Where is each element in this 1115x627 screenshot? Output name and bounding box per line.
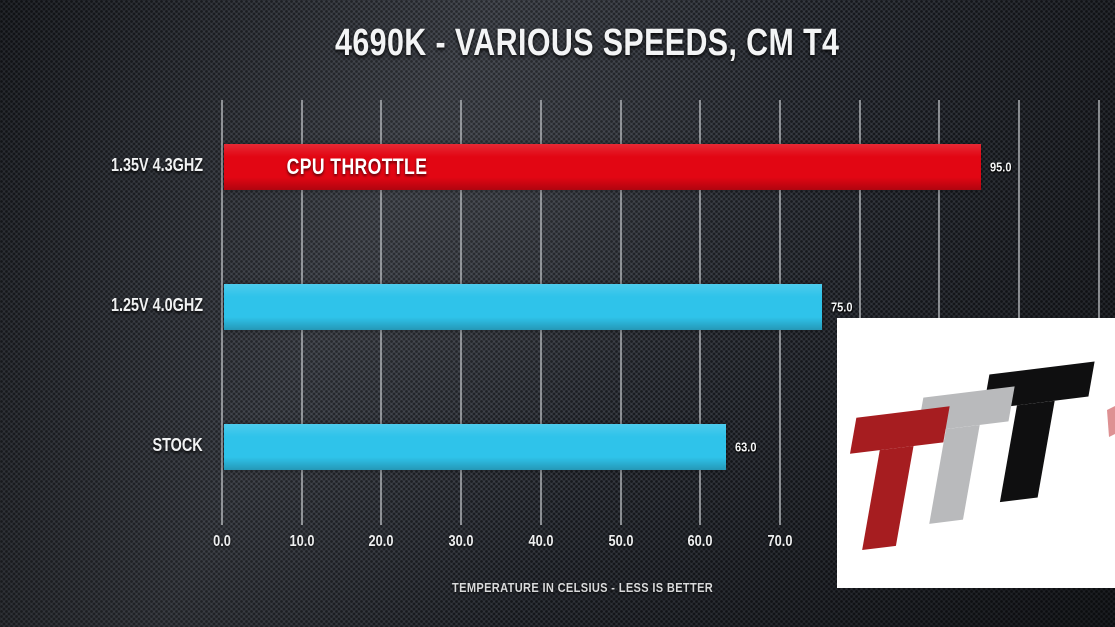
gridline-80 xyxy=(858,100,861,525)
x-tick-label-3: 30.0 xyxy=(449,533,492,551)
bar-1 xyxy=(224,284,822,330)
category-label-text: STOCK xyxy=(152,435,203,455)
x-tick-label-0: 0.0 xyxy=(213,533,244,551)
x-tick-label-text: 30.0 xyxy=(448,533,474,550)
category-label-0: 1.35V 4.3GHZ xyxy=(0,155,203,176)
logo-letter-gray xyxy=(917,386,1015,524)
x-tick-label-5: 50.0 xyxy=(608,533,652,551)
logo-letter-black xyxy=(983,361,1095,503)
tweaktown-logo xyxy=(837,318,1115,588)
category-axis: 1.35V 4.3GHZ 1.25V 4.0GHZ STOCK xyxy=(0,100,203,527)
chart-title: 4690K - VARIOUS SPEEDS, CM T4 xyxy=(0,22,1115,65)
bar-sheen xyxy=(224,284,822,330)
x-tick-label-6: 60.0 xyxy=(688,533,731,551)
category-label-1: 1.25V 4.0GHZ xyxy=(0,295,203,316)
chart-title-text: 4690K - VARIOUS SPEEDS, CM T4 xyxy=(335,22,840,64)
x-tick-label-text: 60.0 xyxy=(687,533,713,550)
x-tick-label-text: 40.0 xyxy=(528,533,554,550)
x-axis-caption-text: TEMPERATURE IN CELSIUS - LESS IS BETTER xyxy=(452,580,714,595)
x-tick-label-7: 70.0 xyxy=(767,533,811,551)
x-tick-label-text: 0.0 xyxy=(213,533,231,550)
gridline-100 xyxy=(1018,100,1020,525)
gridline-0 xyxy=(221,100,223,525)
value-label-0: 95.0 xyxy=(990,160,1015,182)
bar-sheen xyxy=(224,424,727,470)
bar-2 xyxy=(224,424,727,470)
category-label-text: 1.25V 4.0GHZ xyxy=(110,295,203,315)
logo-letter-red-edge-fragment xyxy=(1107,406,1115,437)
bar-0: CPU THROTTLE xyxy=(224,144,982,190)
category-label-2: STOCK xyxy=(0,435,203,456)
value-label-text: 95.0 xyxy=(990,159,1012,175)
x-axis-caption: TEMPERATURE IN CELSIUS - LESS IS BETTER xyxy=(222,580,944,595)
logo-letter-red xyxy=(849,406,950,551)
x-tick-label-text: 10.0 xyxy=(289,533,315,550)
bar-sheen xyxy=(224,144,982,190)
x-tick-label-text: 70.0 xyxy=(767,533,793,550)
gridline-110 xyxy=(1097,100,1100,525)
category-label-text: 1.35V 4.3GHZ xyxy=(110,155,203,175)
tweaktown-logo-graphic xyxy=(849,361,1115,551)
value-label-text: 75.0 xyxy=(830,299,853,315)
x-tick-label-text: 20.0 xyxy=(368,533,394,550)
plot-area: 0.0 10.0 20.0 30.0 40.0 50.0 60.0 70.0 CPU THROT… xyxy=(213,100,1115,550)
value-label-text: 63.0 xyxy=(735,439,757,455)
value-label-1: 75.0 xyxy=(831,300,856,322)
x-tick-label-4: 40.0 xyxy=(528,533,572,551)
x-tick-label-2: 20.0 xyxy=(369,533,412,551)
x-tick-label-1: 10.0 xyxy=(289,533,333,551)
gridline-90 xyxy=(938,100,941,525)
value-label-2: 63.0 xyxy=(735,440,760,462)
bar-annotation-0: CPU THROTTLE xyxy=(286,154,428,179)
x-tick-label-text: 50.0 xyxy=(608,533,633,550)
